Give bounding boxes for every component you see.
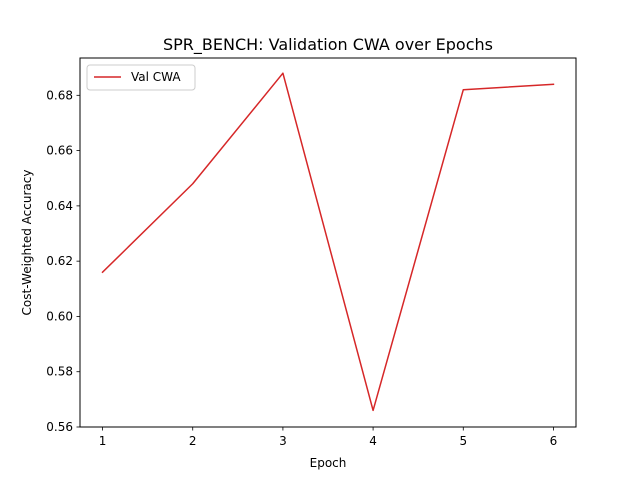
series-line-val-cwa <box>101 72 555 412</box>
x-tick-label: 5 <box>459 434 467 448</box>
x-axis-label: Epoch <box>310 456 347 470</box>
x-tick-label: 4 <box>369 434 377 448</box>
chart-title: SPR_BENCH: Validation CWA over Epochs <box>163 35 493 55</box>
series-group <box>101 72 555 412</box>
x-tick-label: 1 <box>99 434 107 448</box>
y-axis-ticks: 0.56 0.58 0.60 0.62 0.64 0.66 0.68 <box>46 88 80 434</box>
y-tick-label: 0.64 <box>46 199 73 213</box>
y-tick-label: 0.56 <box>46 420 73 434</box>
y-tick-label: 0.62 <box>46 254 73 268</box>
y-tick-label: 0.68 <box>46 88 73 102</box>
y-tick-label: 0.66 <box>46 144 73 158</box>
legend-label: Val CWA <box>131 70 181 84</box>
x-tick-label: 6 <box>550 434 558 448</box>
x-tick-label: 3 <box>279 434 287 448</box>
legend: Val CWA <box>86 64 196 91</box>
x-tick-label: 2 <box>189 434 197 448</box>
y-tick-label: 0.60 <box>46 309 73 323</box>
legend-box <box>86 64 196 91</box>
y-axis-label: Cost-Weighted Accuracy <box>20 170 34 316</box>
y-tick-label: 0.58 <box>46 365 73 379</box>
x-axis-ticks: 1 2 3 4 5 6 <box>99 427 558 448</box>
plot-frame <box>79 57 577 428</box>
